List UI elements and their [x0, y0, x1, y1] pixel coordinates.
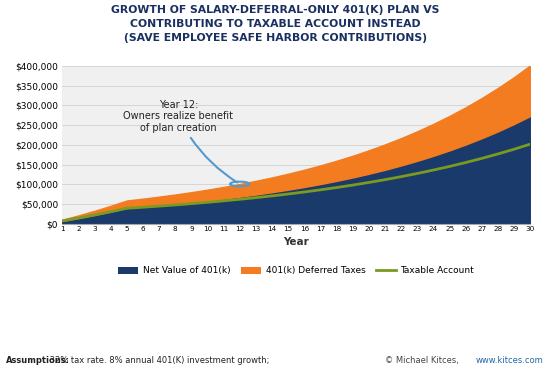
Text: www.kitces.com: www.kitces.com — [476, 356, 543, 365]
Text: 32% tax rate. 8% annual 401(K) investment growth;
6.8% annual investment growth : 32% tax rate. 8% annual 401(K) investmen… — [47, 356, 369, 365]
Text: Assumptions:: Assumptions: — [6, 356, 69, 365]
X-axis label: Year: Year — [283, 237, 309, 247]
Legend: Net Value of 401(k), 401(k) Deferred Taxes, Taxable Account: Net Value of 401(k), 401(k) Deferred Tax… — [115, 263, 478, 279]
Text: © Michael Kitces,: © Michael Kitces, — [385, 356, 461, 365]
Text: GROWTH OF SALARY-DEFERRAL-ONLY 401(K) PLAN VS
CONTRIBUTING TO TAXABLE ACCOUNT IN: GROWTH OF SALARY-DEFERRAL-ONLY 401(K) PL… — [111, 5, 439, 43]
Text: Year 12:
Owners realize benefit
of plan creation: Year 12: Owners realize benefit of plan … — [123, 100, 238, 182]
